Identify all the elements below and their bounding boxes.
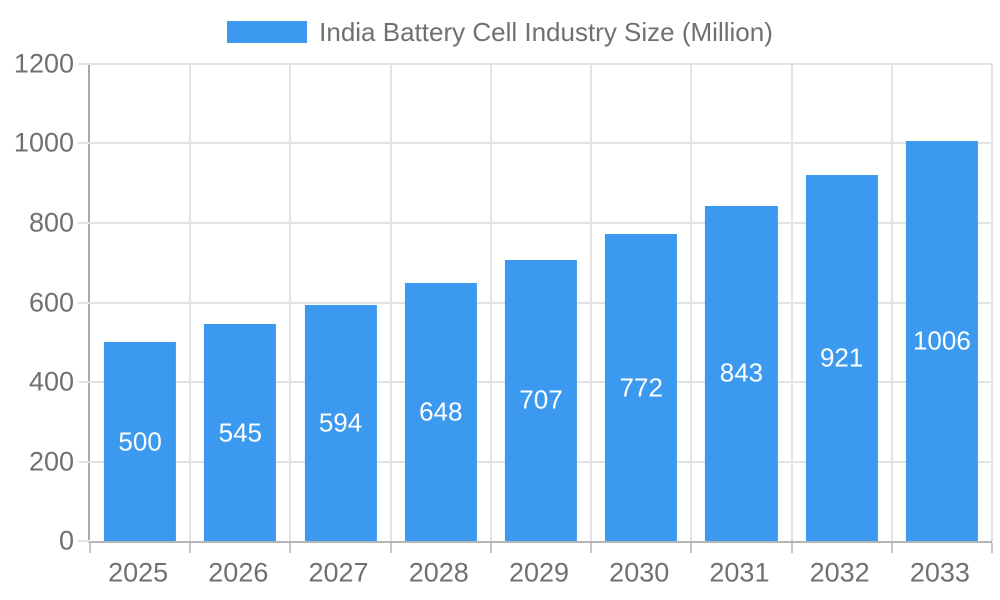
bar: 843	[705, 205, 778, 541]
y-axis-tick-label: 400	[28, 366, 74, 397]
bar: 1006	[905, 141, 978, 541]
y-axis-tick	[78, 460, 90, 463]
x-axis-tick	[89, 543, 91, 553]
bar: 921	[805, 174, 878, 541]
legend-swatch	[227, 21, 308, 43]
y-axis-labels: 0 200 400 600 800 1000 1200	[0, 49, 74, 556]
x-axis-tick	[991, 543, 993, 553]
y-axis-tick-label: 600	[28, 287, 74, 317]
x-axis-tick-label: 2031	[709, 557, 770, 588]
x-axis-tick	[389, 543, 392, 553]
x-axis-tick-label: 2033	[909, 557, 970, 588]
horizontal-gridline	[90, 63, 992, 65]
vertical-gridline	[890, 64, 893, 541]
y-axis-tick	[78, 301, 90, 304]
vertical-gridline	[690, 64, 693, 541]
y-axis-tick-label: 800	[28, 207, 74, 238]
x-axis-tick	[790, 543, 793, 553]
bar-value-label: 843	[719, 357, 764, 388]
legend-label: India Battery Cell Industry Size (Millio…	[319, 16, 773, 47]
bar-value-label: 1006	[912, 325, 971, 356]
vertical-gridline	[991, 64, 993, 541]
horizontal-gridline	[90, 221, 992, 224]
y-axis-tick	[78, 63, 90, 65]
bar: 500	[104, 342, 177, 541]
bar-value-label: 921	[819, 342, 864, 373]
x-axis-tick-label: 2028	[408, 557, 469, 588]
horizontal-gridline	[90, 142, 992, 145]
x-axis-tick	[289, 543, 292, 553]
x-axis-tick	[590, 543, 593, 553]
y-axis-tick-label: 0	[58, 525, 74, 556]
x-axis-tick	[189, 543, 192, 553]
y-axis-tick	[78, 380, 90, 383]
plot-area: 500 545 594 648 707 772 843 921 1006	[78, 63, 993, 553]
x-axis-tick	[690, 543, 693, 553]
x-axis-tick-label: 2027	[308, 557, 369, 588]
bar-value-label: 545	[218, 417, 263, 448]
vertical-gridline	[590, 64, 593, 541]
bar-value-label: 707	[519, 384, 563, 415]
x-axis-tick	[489, 543, 492, 553]
vertical-gridline	[790, 64, 793, 541]
bar: 707	[504, 259, 578, 541]
y-axis-tick	[78, 221, 90, 224]
bar: 648	[404, 283, 477, 541]
bar: 545	[204, 324, 277, 541]
x-axis-tick	[890, 543, 893, 553]
bar: 772	[605, 234, 678, 541]
x-axis-labels: 2025 2026 2027 2028 2029 2030 2031 2032 2033	[88, 553, 990, 593]
legend-item[interactable]: India Battery Cell Industry Size (Millio…	[0, 14, 1000, 50]
y-axis-tick-label: 1200	[13, 48, 74, 79]
vertical-gridline	[389, 64, 392, 541]
x-axis-tick-label: 2032	[809, 557, 870, 588]
y-axis-tick-label: 1000	[13, 127, 74, 158]
bar-value-label: 648	[419, 396, 463, 427]
vertical-gridline	[289, 64, 292, 541]
x-axis-tick-label: 2026	[208, 557, 269, 588]
bar-value-label: 772	[619, 372, 663, 403]
y-axis-tick-label: 200	[28, 446, 74, 476]
bar-value-label: 594	[318, 407, 363, 438]
vertical-gridline	[489, 64, 492, 541]
vertical-gridline	[189, 64, 192, 541]
x-axis-tick-label: 2030	[609, 557, 670, 588]
x-axis-tick-label: 2029	[508, 557, 570, 588]
y-axis-tick	[78, 540, 90, 542]
bar-value-label: 500	[118, 426, 162, 457]
y-axis-tick	[78, 142, 90, 145]
x-axis-tick-label: 2025	[108, 557, 169, 588]
bar: 594	[304, 304, 377, 541]
